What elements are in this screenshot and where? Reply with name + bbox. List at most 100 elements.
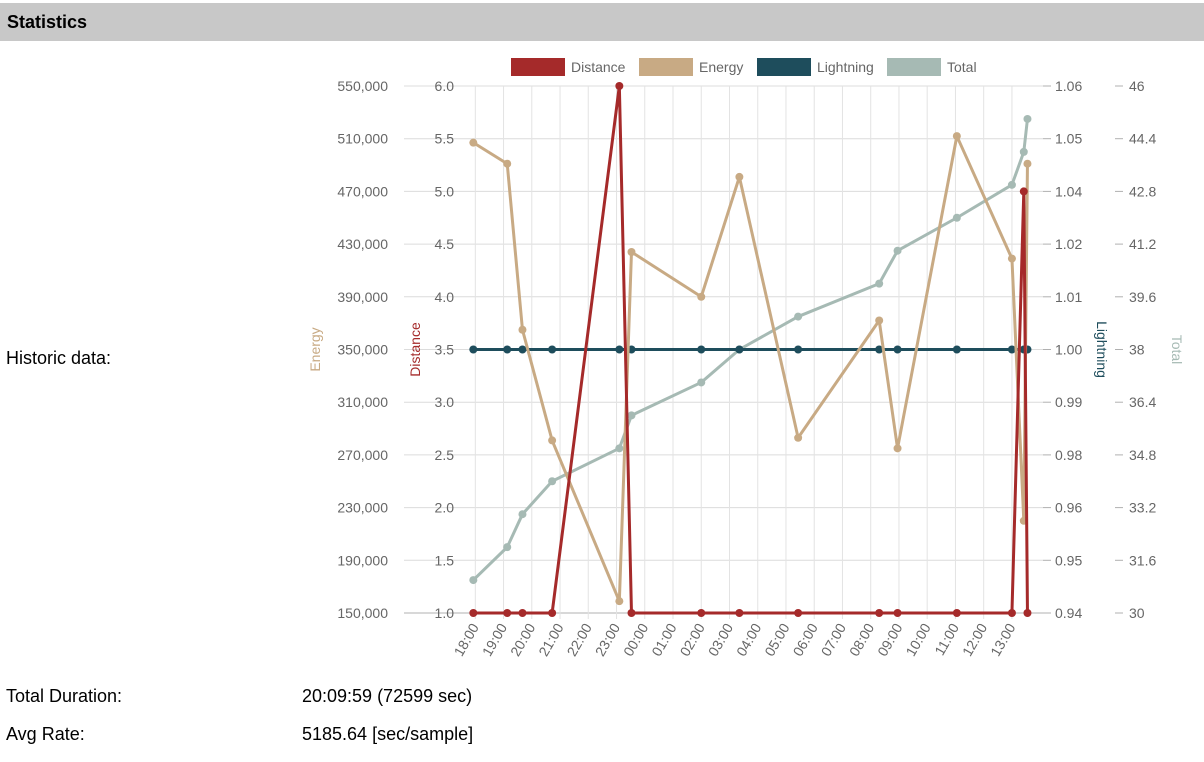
data-point-lightning[interactable] bbox=[794, 345, 803, 354]
legend-swatch-lightning[interactable] bbox=[757, 58, 811, 76]
data-point-energy[interactable] bbox=[615, 597, 624, 606]
data-point-distance[interactable] bbox=[1007, 609, 1016, 617]
data-point-lightning[interactable] bbox=[548, 345, 557, 354]
x-tick-label: 23:00 bbox=[592, 620, 623, 659]
data-point-distance[interactable] bbox=[1023, 609, 1032, 617]
data-point-distance[interactable] bbox=[952, 609, 961, 617]
energy-axis-tick-label: 230,000 bbox=[337, 500, 388, 516]
historic-data-chart: 18:0019:0020:0021:0022:0023:0000:0001:00… bbox=[307, 58, 1185, 659]
x-tick-label: 00:00 bbox=[620, 620, 651, 659]
data-point-lightning[interactable] bbox=[697, 345, 706, 354]
legend-label-total[interactable]: Total bbox=[947, 59, 977, 75]
data-point-distance[interactable] bbox=[875, 609, 884, 617]
x-tick-label: 08:00 bbox=[846, 620, 877, 659]
data-point-energy[interactable] bbox=[735, 172, 744, 181]
total-axis-tick-label: 36.4 bbox=[1129, 394, 1156, 410]
data-point-lightning[interactable] bbox=[875, 345, 884, 354]
data-point-total[interactable] bbox=[615, 444, 624, 453]
legend-label-distance[interactable]: Distance bbox=[571, 59, 626, 75]
data-point-total[interactable] bbox=[952, 213, 961, 222]
data-point-lightning[interactable] bbox=[503, 345, 512, 354]
total-axis-tick-label: 46 bbox=[1129, 78, 1145, 94]
energy-axis-tick-label: 390,000 bbox=[337, 289, 388, 305]
data-point-total[interactable] bbox=[548, 477, 557, 486]
energy-axis-title: Energy bbox=[307, 327, 323, 371]
energy-axis-tick-label: 350,000 bbox=[337, 342, 388, 358]
data-point-total[interactable] bbox=[1007, 180, 1016, 189]
data-point-distance[interactable] bbox=[697, 609, 706, 617]
data-point-total[interactable] bbox=[503, 543, 512, 552]
data-point-lightning[interactable] bbox=[518, 345, 527, 354]
lightning-axis-tick-label: 0.94 bbox=[1055, 605, 1082, 621]
data-point-distance[interactable] bbox=[518, 609, 527, 617]
x-tick-label: 12:00 bbox=[959, 620, 990, 659]
data-point-lightning[interactable] bbox=[952, 345, 961, 354]
data-point-total[interactable] bbox=[518, 510, 527, 519]
energy-axis-tick-label: 190,000 bbox=[337, 552, 388, 568]
distance-axis-tick-label: 6.0 bbox=[435, 78, 455, 94]
data-point-lightning[interactable] bbox=[469, 345, 478, 354]
total-axis-tick-label: 38 bbox=[1129, 342, 1145, 358]
data-point-energy[interactable] bbox=[875, 316, 884, 325]
distance-axis-tick-label: 2.0 bbox=[435, 500, 455, 516]
data-point-lightning[interactable] bbox=[615, 345, 624, 354]
lightning-axis-tick-label: 0.99 bbox=[1055, 394, 1082, 410]
total-axis-title: Total bbox=[1169, 335, 1185, 365]
data-point-distance[interactable] bbox=[503, 609, 512, 617]
data-point-distance[interactable] bbox=[1019, 187, 1028, 196]
data-point-energy[interactable] bbox=[518, 325, 527, 334]
avg-rate-value: 5185.64 [sec/sample] bbox=[302, 724, 474, 744]
data-point-distance[interactable] bbox=[548, 609, 557, 617]
data-point-energy[interactable] bbox=[1023, 159, 1032, 168]
legend-swatch-distance[interactable] bbox=[511, 58, 565, 76]
x-tick-label: 19:00 bbox=[479, 620, 510, 659]
data-point-energy[interactable] bbox=[1007, 254, 1016, 263]
lightning-axis-tick-label: 1.05 bbox=[1055, 131, 1082, 147]
data-point-energy[interactable] bbox=[469, 138, 478, 147]
data-point-energy[interactable] bbox=[503, 159, 512, 168]
x-tick-label: 13:00 bbox=[987, 620, 1018, 659]
x-tick-label: 10:00 bbox=[902, 620, 933, 659]
data-point-distance[interactable] bbox=[735, 609, 744, 617]
data-point-total[interactable] bbox=[794, 312, 803, 321]
data-point-total[interactable] bbox=[697, 378, 706, 387]
data-point-energy[interactable] bbox=[697, 292, 706, 301]
historic-data-label: Historic data: bbox=[6, 348, 112, 368]
x-tick-label: 11:00 bbox=[931, 620, 962, 658]
total-axis-tick-label: 33.2 bbox=[1129, 500, 1156, 516]
data-point-energy[interactable] bbox=[893, 444, 902, 453]
total-axis-tick-label: 39.6 bbox=[1129, 289, 1156, 305]
data-point-energy[interactable] bbox=[548, 436, 557, 445]
series-line-energy bbox=[472, 134, 1029, 603]
distance-axis-tick-label: 2.5 bbox=[435, 447, 455, 463]
data-point-total[interactable] bbox=[893, 246, 902, 255]
data-point-lightning[interactable] bbox=[1007, 345, 1016, 354]
data-point-energy[interactable] bbox=[794, 433, 803, 442]
data-point-distance[interactable] bbox=[794, 609, 803, 617]
total-duration-value: 20:09:59 (72599 sec) bbox=[302, 686, 473, 706]
data-point-total[interactable] bbox=[1019, 147, 1028, 156]
data-point-lightning[interactable] bbox=[735, 345, 744, 354]
data-point-distance[interactable] bbox=[627, 609, 636, 617]
total-axis-tick-label: 31.6 bbox=[1129, 552, 1156, 568]
data-point-energy[interactable] bbox=[627, 248, 636, 257]
data-point-distance[interactable] bbox=[615, 82, 624, 90]
data-point-distance[interactable] bbox=[469, 609, 478, 617]
lightning-axis-tick-label: 1.00 bbox=[1055, 342, 1082, 358]
total-axis-tick-label: 44.4 bbox=[1129, 131, 1156, 147]
legend-swatch-energy[interactable] bbox=[639, 58, 693, 76]
x-tick-label: 04:00 bbox=[733, 620, 764, 659]
data-point-total[interactable] bbox=[875, 279, 884, 288]
data-point-total[interactable] bbox=[469, 576, 478, 585]
legend-label-lightning[interactable]: Lightning bbox=[817, 59, 874, 75]
legend-swatch-total[interactable] bbox=[887, 58, 941, 76]
x-tick-label: 22:00 bbox=[563, 620, 594, 659]
x-tick-label: 01:00 bbox=[648, 620, 679, 659]
data-point-distance[interactable] bbox=[893, 609, 902, 617]
legend-label-energy[interactable]: Energy bbox=[699, 59, 743, 75]
data-point-energy[interactable] bbox=[952, 132, 961, 141]
data-point-total[interactable] bbox=[627, 411, 636, 420]
data-point-total[interactable] bbox=[1023, 114, 1032, 123]
data-point-lightning[interactable] bbox=[893, 345, 902, 354]
lightning-axis-title: Lightning bbox=[1094, 321, 1110, 378]
